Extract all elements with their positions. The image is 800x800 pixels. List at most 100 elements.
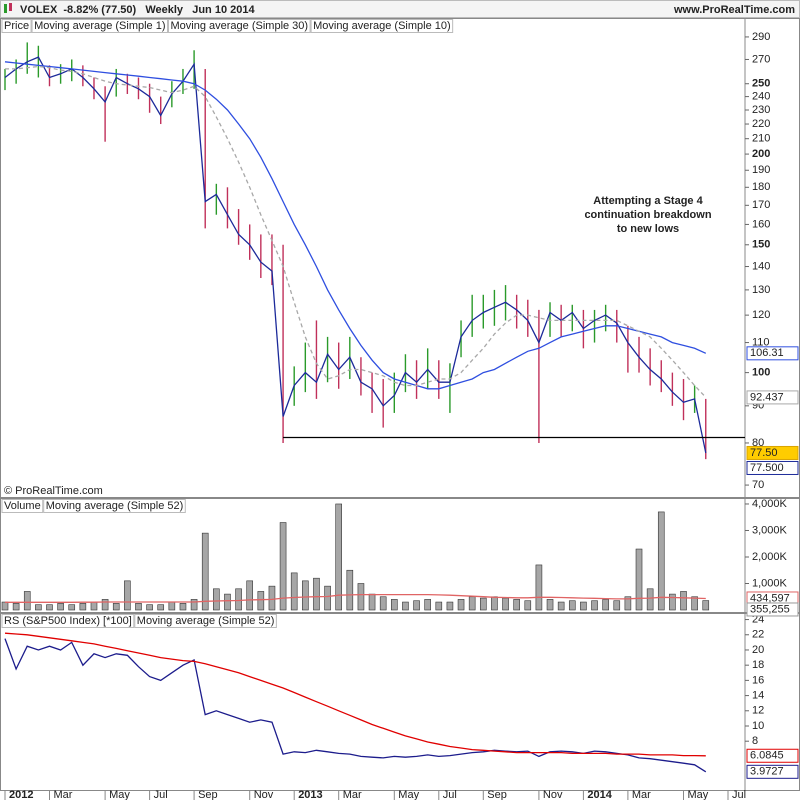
close-tag-text: 77.50 xyxy=(750,447,778,459)
volume-bar xyxy=(702,600,710,611)
volume-bar xyxy=(635,548,643,611)
legend-item: Volume xyxy=(4,500,41,512)
volume-bar xyxy=(290,572,298,611)
volume-bar xyxy=(513,599,520,611)
x-tick-label: Jul xyxy=(732,789,746,800)
volume-bar xyxy=(190,599,198,611)
volume-bar xyxy=(491,596,498,611)
x-tick-label: May xyxy=(398,789,419,800)
y-tick-label: 100 xyxy=(752,367,770,379)
volume-bar xyxy=(446,601,454,611)
volume-bar xyxy=(357,583,365,611)
legend-box xyxy=(1,499,44,513)
volume-bar xyxy=(313,577,320,611)
x-tick-label: Jul xyxy=(443,789,457,800)
y-tick-label: 20 xyxy=(752,644,764,656)
volume-bar xyxy=(568,600,576,611)
x-tick-label: May xyxy=(109,789,130,800)
volume-bar xyxy=(213,588,220,611)
x-tick-label: Sep xyxy=(487,789,507,800)
ma30-tag-box xyxy=(746,346,799,361)
y-tick-label: 80 xyxy=(752,437,764,449)
y-tick-label: 190 xyxy=(752,164,770,176)
y-tick-label: 220 xyxy=(752,118,770,130)
volume-bar xyxy=(391,599,398,611)
y-tick-label: 130 xyxy=(752,284,770,296)
y-tick-label: 240 xyxy=(752,91,770,103)
legend-box xyxy=(1,614,135,628)
series-line xyxy=(5,65,707,398)
ma1-tag: 77.500 xyxy=(746,460,799,475)
y-tick-label: 3,000K xyxy=(752,524,788,536)
vol-ma-tag: 434,597 xyxy=(746,591,799,606)
volume-bar xyxy=(23,591,31,611)
y-tick-label: 2,000K xyxy=(752,551,788,563)
y-tick-label: 10 xyxy=(752,720,764,732)
volume-bar xyxy=(424,599,431,611)
volume-bar xyxy=(101,599,109,611)
header-title: VOLEX -8.82% (77.50) Weekly Jun 10 2014 xyxy=(20,4,255,16)
volume-bar xyxy=(224,593,231,611)
series-line xyxy=(4,632,706,757)
x-tick-label: Mar xyxy=(53,789,72,800)
ma30-tag: 106.31 xyxy=(746,346,799,361)
volume-bar xyxy=(12,603,20,611)
x-tick-label: May xyxy=(688,789,709,800)
x-tick-label: 2014 xyxy=(587,789,612,800)
legend-item: Moving average (Simple 30) xyxy=(171,20,309,32)
y-tick-label: 4,000K xyxy=(752,498,788,510)
x-tick-label: Nov xyxy=(254,789,274,800)
volume-bar xyxy=(268,585,276,611)
volume-bar xyxy=(235,588,242,611)
volume-bar xyxy=(402,601,409,611)
y-tick-label: 18 xyxy=(752,659,764,671)
rs-tag-box xyxy=(746,764,799,779)
rs-ma-tag: 6.0845 xyxy=(746,748,799,763)
y-tick-label: 250 xyxy=(752,78,770,90)
volume-bar xyxy=(146,604,153,611)
volume-bar xyxy=(657,511,665,611)
volume-bar xyxy=(646,588,654,611)
annotation: continuation breakdown xyxy=(584,209,711,221)
ma30-tag-text: 106.31 xyxy=(750,347,784,359)
x-tick-label: 2013 xyxy=(298,789,322,800)
close-tag: 77.50 xyxy=(746,445,799,460)
volume-bar xyxy=(624,596,632,611)
volume-bar xyxy=(201,532,209,611)
y-tick-label: 16 xyxy=(752,674,764,686)
legend-item: RS (S&P500 Index) [*100] xyxy=(4,615,132,627)
legend-box xyxy=(134,614,277,628)
ma1-tag-text: 77.500 xyxy=(750,462,784,474)
vol-tag-box xyxy=(746,602,799,617)
legend-item: Moving average (Simple 52) xyxy=(137,615,275,627)
volume-bar xyxy=(1,601,9,611)
volume-bar xyxy=(502,597,509,611)
header-site: www.ProRealTime.com xyxy=(673,4,795,16)
logo-candle xyxy=(4,4,7,13)
volume-bar xyxy=(435,601,443,611)
legend-item: Moving average (Simple 52) xyxy=(46,500,184,512)
volume-bar xyxy=(413,600,420,611)
y-tick-label: 1,000K xyxy=(752,577,788,589)
y-tick-label: 150 xyxy=(752,239,770,251)
volume-bar xyxy=(124,580,131,611)
y-tick-label: 160 xyxy=(752,218,770,230)
series-line xyxy=(4,638,707,773)
y-tick-label: 270 xyxy=(752,53,770,65)
volume-bar xyxy=(613,600,621,611)
series-line xyxy=(5,593,706,603)
annotation: to new lows xyxy=(617,223,679,235)
volume-bar xyxy=(379,596,387,611)
y-tick-label: 8 xyxy=(752,735,758,747)
rs-ma-tag-text: 6.0845 xyxy=(750,750,784,762)
volume-bar xyxy=(179,603,187,611)
volume-bar xyxy=(591,600,598,611)
rs-tag: 3.9727 xyxy=(746,764,799,779)
volume-bar xyxy=(368,593,376,611)
volume-bar xyxy=(602,599,609,611)
volume-bar xyxy=(257,591,265,611)
volume-bar xyxy=(346,569,354,611)
legend-box xyxy=(168,19,311,33)
legend-box xyxy=(1,19,32,33)
